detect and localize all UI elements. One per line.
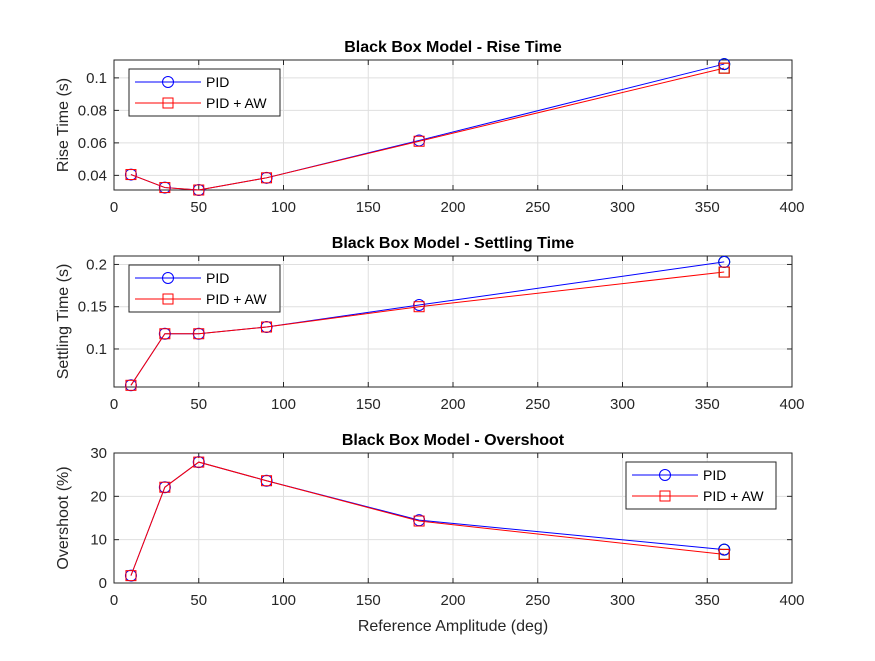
x-tick-label: 0 bbox=[110, 199, 118, 216]
chart-title: Black Box Model - Settling Time bbox=[332, 235, 575, 252]
legend-marker bbox=[162, 97, 174, 109]
y-axis-label: Overshoot (%) bbox=[55, 466, 72, 569]
legend-marker bbox=[162, 293, 174, 305]
y-tick-label: 20 bbox=[90, 488, 107, 505]
chart-panel-1: 0 50 100 150 200 250 300 350 400 0.04 0.06 0.08 0.1 B… bbox=[55, 39, 805, 216]
x-tick-label: 300 bbox=[610, 592, 635, 609]
x-tick-label: 250 bbox=[525, 592, 550, 609]
data-point-pid-aw bbox=[125, 379, 137, 391]
x-tick-label: 350 bbox=[695, 199, 720, 216]
x-tick-label: 100 bbox=[271, 592, 296, 609]
data-point-pid-aw bbox=[193, 328, 205, 340]
x-tick-label: 50 bbox=[190, 199, 207, 216]
data-point-pid-aw bbox=[718, 266, 730, 278]
x-tick-label: 250 bbox=[525, 199, 550, 216]
legend-marker bbox=[162, 272, 174, 284]
legend-label: PID bbox=[703, 467, 726, 483]
x-tick-label: 250 bbox=[525, 396, 550, 413]
data-point-pid-aw bbox=[718, 548, 730, 560]
legend: PID PID + AW bbox=[128, 264, 281, 313]
chart-title: Black Box Model - Rise Time bbox=[344, 39, 562, 56]
x-tick-label: 0 bbox=[110, 396, 118, 413]
y-tick-label: 0.1 bbox=[86, 70, 107, 87]
x-tick-label: 300 bbox=[610, 396, 635, 413]
data-point-pid-aw bbox=[193, 456, 205, 468]
x-tick-label: 400 bbox=[779, 592, 804, 609]
series-line-pid-aw bbox=[130, 271, 725, 386]
legend-label: PID bbox=[206, 74, 229, 90]
x-tick-label: 150 bbox=[356, 199, 381, 216]
y-axis-label: Rise Time (s) bbox=[55, 78, 72, 172]
data-point-pid-aw bbox=[413, 515, 425, 527]
x-tick-label: 100 bbox=[271, 199, 296, 216]
legend: PID PID + AW bbox=[128, 68, 281, 117]
chart-title: Black Box Model - Overshoot bbox=[342, 432, 565, 449]
data-point-pid-aw bbox=[125, 570, 137, 582]
data-point-pid-aw bbox=[261, 172, 273, 184]
data-point-pid-aw bbox=[159, 481, 171, 493]
y-tick-label: 30 bbox=[90, 445, 107, 462]
x-tick-label: 400 bbox=[779, 199, 804, 216]
data-point-pid-aw bbox=[413, 135, 425, 147]
x-tick-label: 350 bbox=[695, 396, 720, 413]
y-tick-label: 0.15 bbox=[78, 299, 107, 316]
data-point-pid-aw bbox=[413, 301, 425, 313]
y-tick-label: 0.1 bbox=[86, 341, 107, 358]
legend-box bbox=[625, 461, 777, 510]
data-point-pid-aw bbox=[718, 62, 730, 74]
series-line-pid-aw bbox=[130, 461, 725, 576]
legend-marker bbox=[659, 469, 671, 481]
legend-label: PID + AW bbox=[206, 95, 267, 111]
chart-panel-2: 0 50 100 150 200 250 300 350 400 0.1 0.15 0.2 Black … bbox=[55, 235, 805, 413]
x-tick-label: 350 bbox=[695, 592, 720, 609]
x-axis-label: Reference Amplitude (deg) bbox=[358, 618, 548, 635]
y-tick-label: 10 bbox=[90, 532, 107, 549]
x-tick-label: 150 bbox=[356, 592, 381, 609]
x-tick-label: 0 bbox=[110, 592, 118, 609]
x-tick-label: 50 bbox=[190, 396, 207, 413]
y-tick-label: 0.04 bbox=[78, 167, 107, 184]
y-tick-label: 0.08 bbox=[78, 102, 107, 119]
x-tick-label: 200 bbox=[440, 199, 465, 216]
series-line-pid-aw bbox=[130, 67, 725, 191]
legend: PID PID + AW bbox=[625, 461, 777, 510]
legend-box bbox=[128, 264, 281, 313]
data-point-pid-aw bbox=[159, 182, 171, 194]
y-tick-label: 0.2 bbox=[86, 256, 107, 273]
y-axis-label: Settling Time (s) bbox=[55, 264, 72, 380]
x-tick-label: 200 bbox=[440, 592, 465, 609]
x-tick-label: 100 bbox=[271, 396, 296, 413]
legend-marker bbox=[659, 490, 671, 502]
legend-marker bbox=[162, 76, 174, 88]
data-point-pid-aw bbox=[159, 328, 171, 340]
y-tick-label: 0 bbox=[99, 575, 107, 592]
data-point-pid-aw bbox=[261, 321, 273, 333]
x-tick-label: 300 bbox=[610, 199, 635, 216]
x-tick-label: 150 bbox=[356, 396, 381, 413]
legend-label: PID + AW bbox=[206, 291, 267, 307]
legend-label: PID + AW bbox=[703, 488, 764, 504]
legend-box bbox=[128, 68, 281, 117]
data-point-pid-aw bbox=[125, 169, 137, 181]
x-tick-label: 400 bbox=[779, 396, 804, 413]
data-point-pid-aw bbox=[193, 184, 205, 196]
y-tick-label: 0.06 bbox=[78, 135, 107, 152]
data-point-pid-aw bbox=[261, 475, 273, 487]
x-tick-label: 200 bbox=[440, 396, 465, 413]
legend-label: PID bbox=[206, 270, 229, 286]
x-tick-label: 50 bbox=[190, 592, 207, 609]
chart-panel-3: 0 50 100 150 200 250 300 350 400 0 10 20 30 Black Box… bbox=[55, 432, 805, 635]
